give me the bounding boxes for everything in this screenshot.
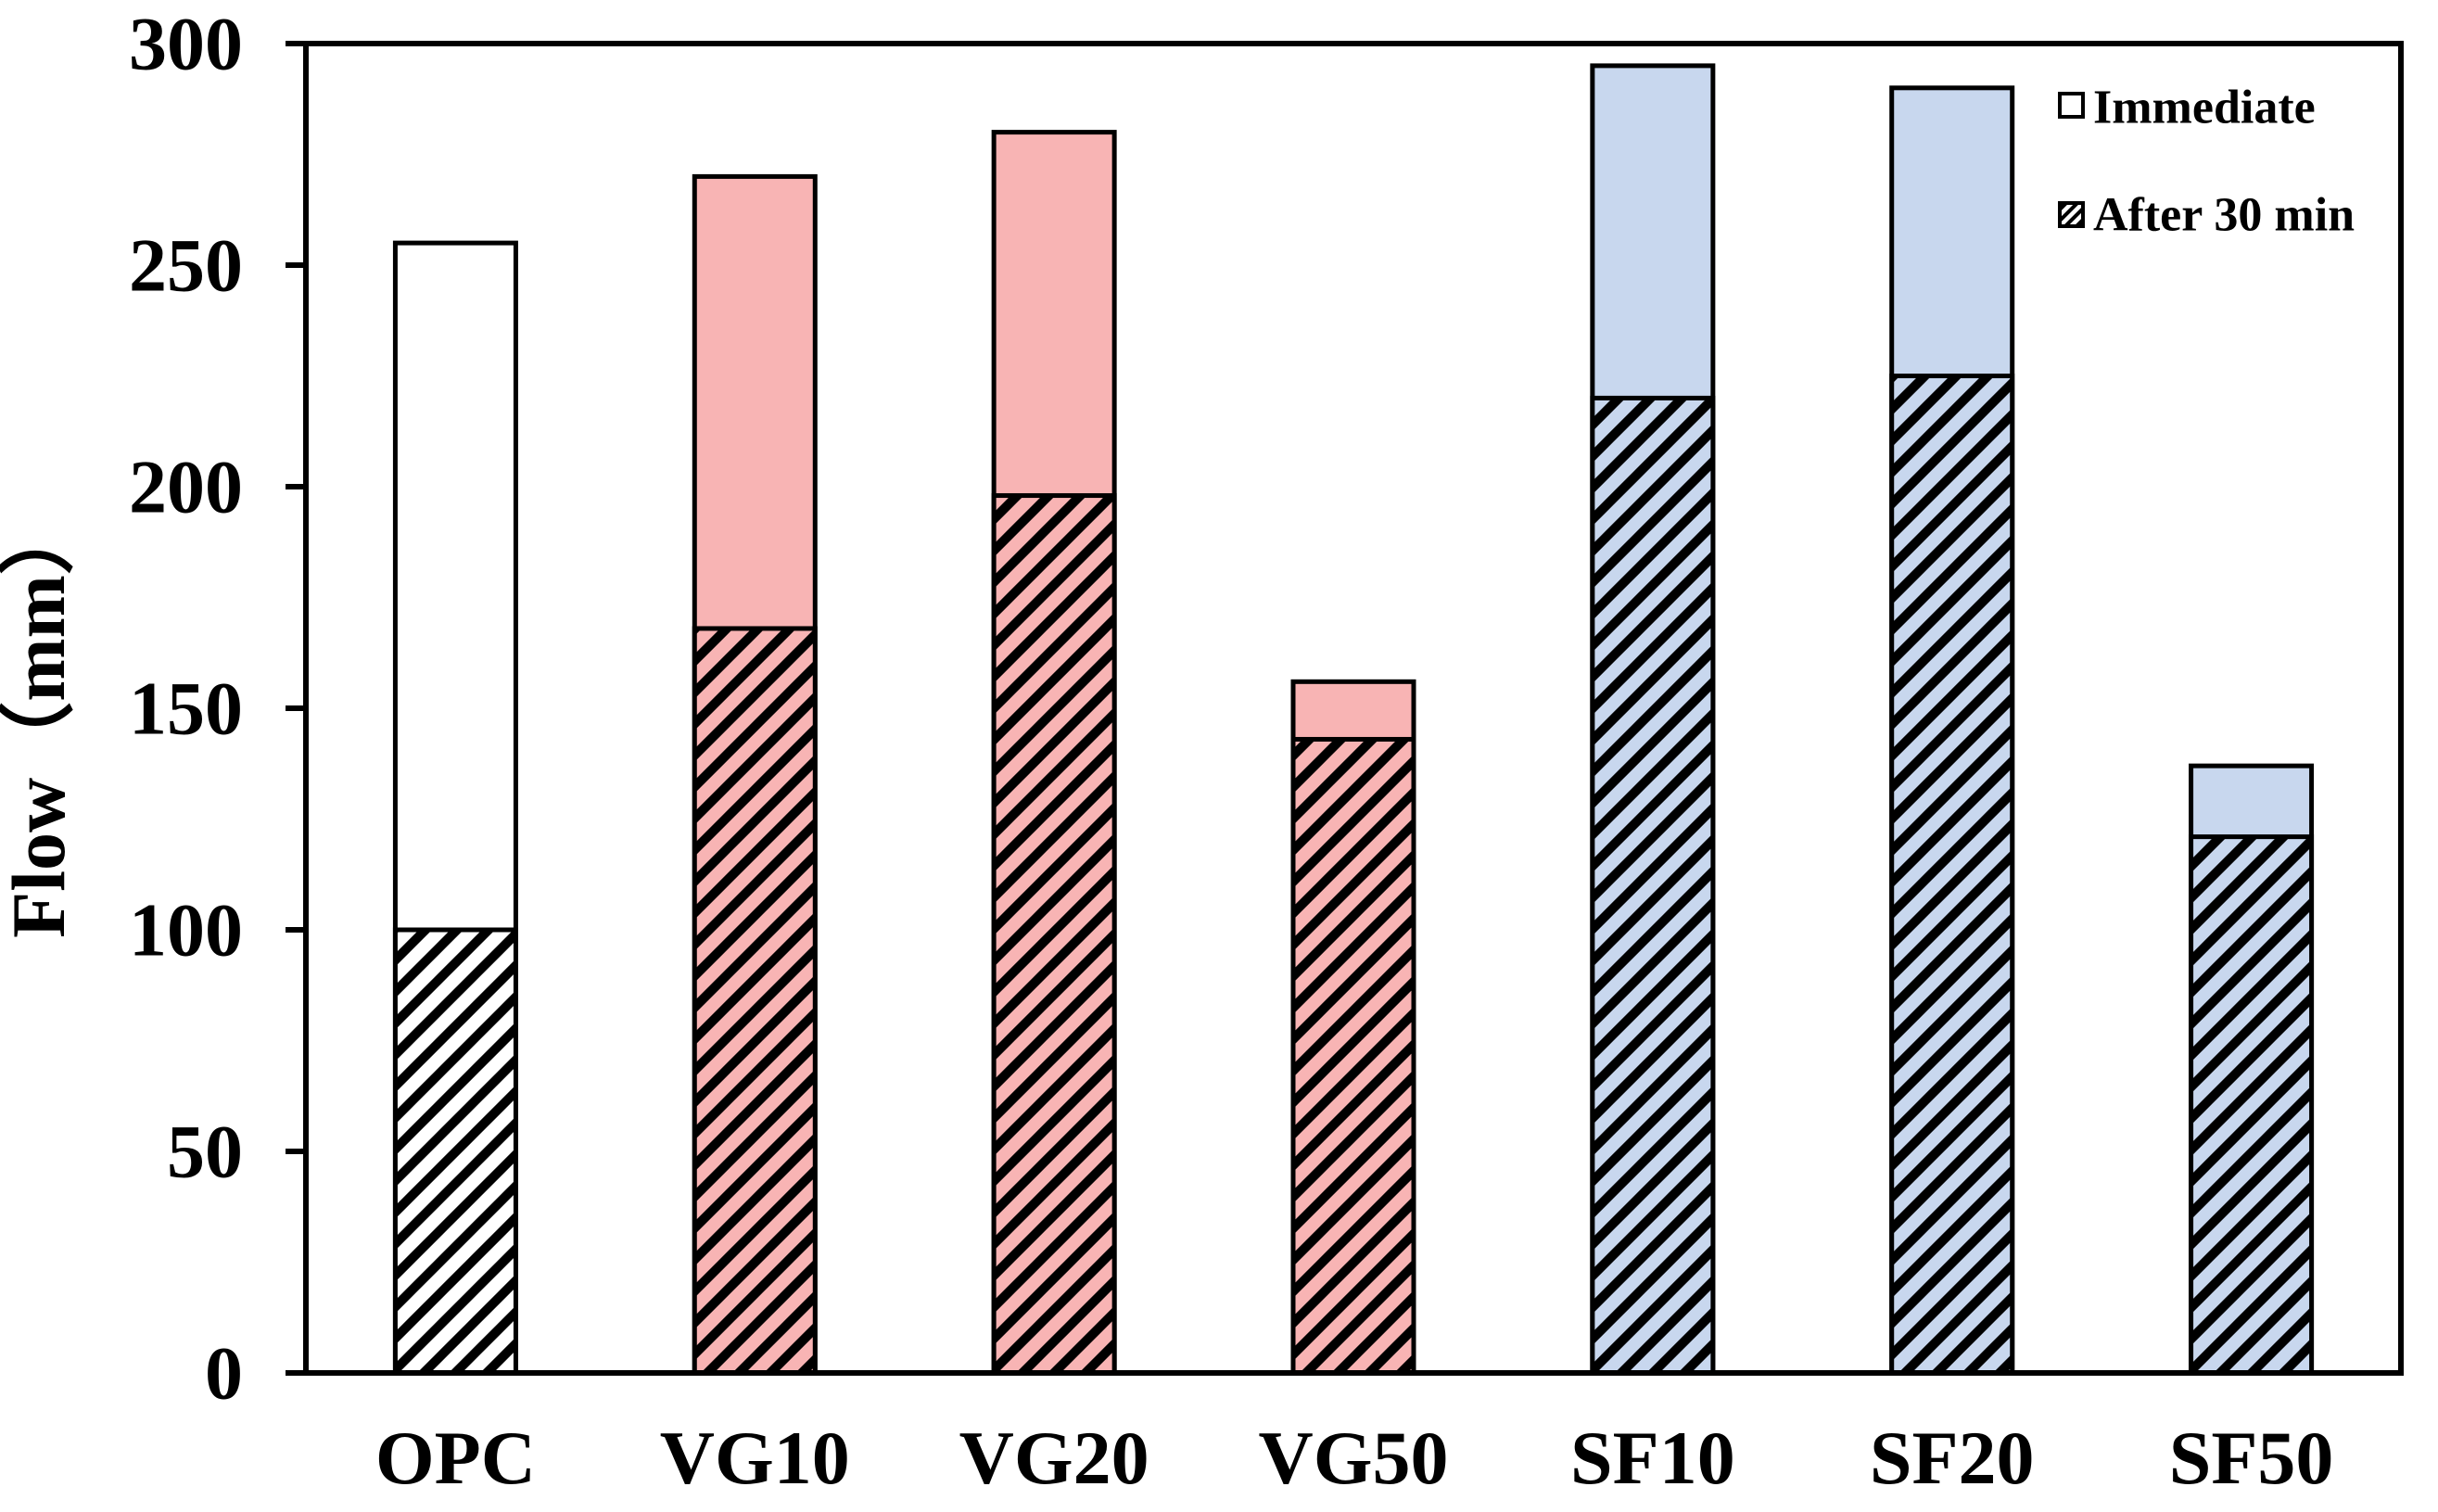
legend-label-after-30-min: After 30 min	[2093, 189, 2355, 242]
x-tick-label-opc: OPC	[375, 1416, 536, 1500]
x-tick-label-vg20: VG20	[959, 1416, 1149, 1500]
y-tick-label-250: 250	[129, 223, 243, 308]
bars-layer	[392, 63, 2315, 1376]
axes-layer: OPC VG10 VG20 VG50 SF10 SF20 SF50 0 50 100 150 200 2…	[129, 2, 2404, 1500]
y-axis-label: Flow（mm）	[0, 499, 81, 938]
bar-after30-opc	[392, 927, 518, 1376]
bar-after30-sf50	[2189, 834, 2315, 1376]
legend: Immediate After 30 min	[2058, 82, 2355, 242]
y-tick-label-100: 100	[129, 888, 243, 972]
legend-swatch-immediate	[2058, 92, 2085, 119]
x-tick-label-sf10: SF10	[1570, 1416, 1735, 1500]
x-tick-label-sf50: SF50	[2169, 1416, 2334, 1500]
y-tick-label-200: 200	[129, 445, 243, 529]
y-tick-label-150: 150	[129, 667, 243, 751]
bar-after30-vg20	[991, 493, 1117, 1376]
x-tick-label-vg10: VG10	[660, 1416, 850, 1500]
x-tick-label-sf20: SF20	[1870, 1416, 2035, 1500]
bar-after30-vg50	[1290, 736, 1416, 1376]
legend-label-immediate: Immediate	[2093, 82, 2316, 134]
y-tick-label-300: 300	[129, 2, 243, 86]
x-tick-label-vg50: VG50	[1259, 1416, 1449, 1500]
y-tick-label-50: 50	[167, 1110, 243, 1194]
bar-after30-vg10	[692, 626, 818, 1376]
y-tick-label-0: 0	[205, 1331, 243, 1416]
bar-after30-sf10	[1590, 395, 1716, 1376]
bar-after30-sf20	[1889, 374, 2015, 1376]
legend-swatch-after-30-min	[2058, 201, 2085, 228]
